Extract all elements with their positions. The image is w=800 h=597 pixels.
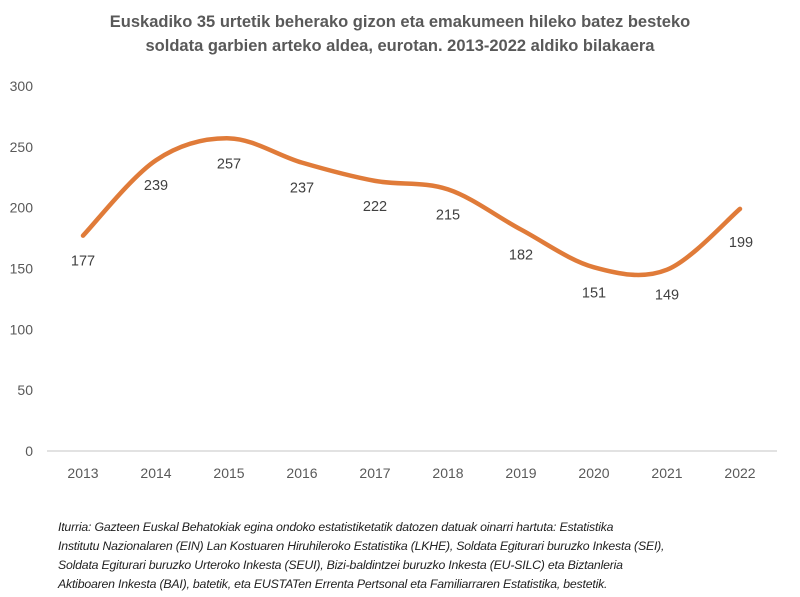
x-tick-label: 2018: [432, 465, 463, 481]
data-label: 149: [655, 288, 679, 304]
data-label: 177: [71, 254, 95, 270]
x-tick-label: 2017: [359, 465, 390, 481]
y-tick-label: 250: [10, 139, 34, 155]
x-tick-label: 2016: [286, 465, 317, 481]
y-tick-label: 100: [10, 321, 34, 337]
x-tick-label: 2021: [651, 465, 682, 481]
source-line: Iturria: Gazteen Euskal Behatokiak egina…: [58, 520, 614, 534]
data-label: 199: [729, 235, 753, 251]
line-chart: 0 50 100 150 200 250 300 2013 2014 2015 2016 2017 20…: [10, 78, 777, 481]
data-label: 182: [509, 248, 533, 264]
source-line: Institutu Nazionalaren (EIN) Lan Kostuar…: [58, 539, 665, 553]
source-note: Iturria: Gazteen Euskal Behatokiak egina…: [58, 518, 798, 594]
y-tick-label: 50: [17, 382, 33, 398]
source-line: Soldata Egiturari buruzko Urteroko Inkes…: [58, 558, 623, 572]
data-label: 151: [582, 285, 606, 301]
data-label: 239: [144, 178, 168, 194]
data-label: 215: [436, 207, 460, 223]
series-line: [80, 136, 743, 278]
data-label: 237: [290, 181, 314, 197]
y-tick-label: 150: [10, 261, 34, 277]
chart-title: Euskadiko 35 urtetik beherako gizon eta …: [0, 10, 800, 58]
x-tick-label: 2014: [140, 465, 171, 481]
source-line: Aktiboaren Inkesta (BAI), batetik, eta E…: [58, 577, 608, 591]
y-tick-label: 0: [25, 443, 33, 459]
y-tick-label: 300: [10, 78, 34, 94]
y-tick-label: 200: [10, 200, 34, 216]
x-tick-label: 2013: [67, 465, 98, 481]
x-tick-label: 2020: [578, 465, 609, 481]
x-tick-label: 2019: [505, 465, 536, 481]
data-label: 257: [217, 156, 241, 172]
data-label: 222: [363, 199, 387, 215]
title-line: soldata garbien arteko aldea, eurotan. 2…: [145, 37, 655, 55]
title-line: Euskadiko 35 urtetik beherako gizon eta …: [109, 13, 691, 31]
x-tick-label: 2015: [213, 465, 244, 481]
x-tick-label: 2022: [724, 465, 755, 481]
